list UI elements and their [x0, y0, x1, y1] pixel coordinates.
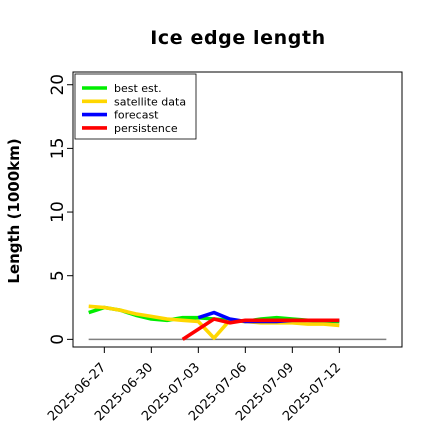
- series-line-persistence: [181, 317, 340, 341]
- y-tick-label: 10: [48, 201, 68, 223]
- plot-frame: [72, 71, 403, 348]
- legend-label-forecast: forecast: [114, 109, 159, 122]
- chart-title: Ice edge length: [150, 27, 326, 49]
- y-tick-label: 15: [48, 138, 68, 160]
- y-tick-label: 5: [48, 270, 68, 281]
- series-line-satellite-data: [88, 304, 340, 340]
- legend: best est.satellite dataforecastpersisten…: [74, 73, 197, 140]
- legend-label-best-est: best est.: [114, 82, 162, 95]
- legend-label-satellite-data: satellite data: [114, 95, 186, 108]
- legend-label-persistence: persistence: [114, 122, 178, 135]
- plot-area: 051015202025-06-272025-06-302025-07-0320…: [45, 71, 403, 424]
- y-tick-label: 20: [48, 74, 68, 96]
- y-tick-label: 0: [48, 334, 68, 345]
- y-axis-label: Length (1000km): [5, 138, 23, 283]
